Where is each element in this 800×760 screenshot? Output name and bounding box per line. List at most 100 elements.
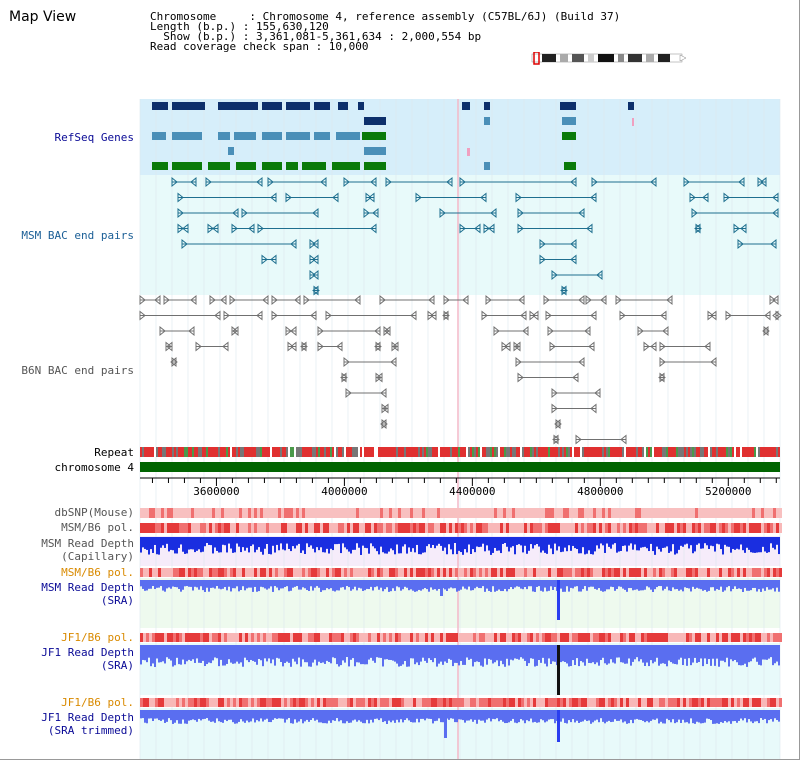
jf1-depth-sra-bar	[192, 645, 194, 660]
msm-depth-cap-bar	[456, 537, 458, 555]
msm-pol-cell	[503, 523, 506, 533]
dbsnp-cell	[674, 508, 677, 518]
b6n-bac-end	[376, 372, 383, 383]
msm-depth-sra-bar	[462, 580, 464, 587]
dbsnp-cell	[332, 508, 335, 518]
track-label-msm-pol-2[interactable]: MSM/B6 pol.	[61, 566, 134, 579]
repeat-segment	[692, 447, 694, 457]
track-label-jf1-pol-1[interactable]: JF1/B6 pol.	[61, 631, 134, 644]
jf1-pol-cell	[464, 633, 467, 642]
jf1-depth-sra-bar	[244, 645, 246, 658]
track-label-refseq[interactable]: RefSeq Genes	[54, 131, 134, 144]
jf1-depth-trim-bar	[592, 710, 594, 723]
jf1-depth-sra-bar	[718, 645, 720, 667]
msm-pol2-cell	[236, 568, 239, 577]
jf1-pol-cell	[251, 633, 254, 642]
jf1-pol-cell	[284, 633, 287, 642]
track-label-repeat[interactable]: Repeat	[94, 446, 134, 459]
track-label-msm-pol-1[interactable]: MSM/B6 pol.	[61, 521, 134, 534]
dbsnp-cell	[371, 508, 374, 518]
jf1-depth-trim-bar	[760, 710, 762, 719]
jf1-pol-cell	[302, 633, 305, 642]
msm-pol-cell	[605, 523, 608, 533]
track-label-msm-depth-sra[interactable]: MSM Read Depth	[41, 581, 134, 594]
jf1-depth-trim-bar	[188, 710, 190, 721]
track-label-b6n-bac[interactable]: B6N BAC end pairs	[21, 364, 134, 377]
msm-pol-cell	[305, 523, 308, 533]
track-label-msm-depth-cap[interactable]: MSM Read Depth	[41, 537, 134, 550]
msm-depth-sra-bar	[770, 580, 772, 590]
msm-depth-sra-bar	[292, 580, 294, 588]
b6n-bac-end	[543, 294, 550, 306]
msm-depth-sra-bar	[390, 580, 392, 592]
jf1-depth-sra-bar	[698, 645, 700, 663]
msm-depth-cap-bar	[678, 537, 680, 550]
msm-depth-cap-bar	[570, 537, 572, 551]
jf1-depth-sra-bar	[228, 645, 230, 660]
jf1-pol2-cell	[221, 698, 224, 707]
msm-depth-cap-bar	[540, 537, 542, 553]
track-label-jf1-depth-trim-sub: (SRA trimmed)	[47, 724, 134, 737]
msm-depth-cap-bar	[586, 537, 588, 554]
track-label-jf1-pol-2[interactable]: JF1/B6 pol.	[61, 696, 134, 709]
msm-bac-end	[650, 176, 657, 188]
msm-pol-cell	[401, 523, 404, 533]
msm-depth-sra-bar	[254, 580, 256, 587]
jf1-depth-sra-bar	[616, 645, 618, 658]
track-label-chromosome[interactable]: chromosome 4	[54, 461, 134, 474]
msm-depth-cap-bar	[380, 537, 382, 547]
msm-depth-cap-bar	[634, 537, 636, 545]
msm-depth-cap-bar	[650, 537, 652, 544]
jf1-pol2-cell	[602, 698, 605, 707]
msm-pol-cell	[332, 523, 335, 533]
repeat-segment	[256, 447, 258, 457]
msm-pol-cell	[335, 523, 338, 533]
chromosome-ideogram[interactable]	[528, 52, 688, 66]
repeat-segment	[322, 447, 324, 457]
track-label-dbsnp[interactable]: dbSNP(Mouse)	[54, 506, 134, 519]
dbsnp-cell	[176, 508, 179, 518]
msm-pol-cell	[764, 523, 767, 533]
track-label-jf1-depth-sra[interactable]: JF1 Read Depth	[41, 646, 134, 659]
msm-bac-end	[415, 192, 422, 203]
dbsnp-cell	[593, 508, 596, 518]
msm-pol2-cell	[530, 568, 533, 577]
repeat-segment	[560, 447, 562, 457]
jf1-pol2-cell	[449, 698, 452, 707]
jf1-pol-cell	[479, 633, 482, 642]
b6n-bac-end	[710, 356, 717, 368]
repeat-segment	[778, 447, 780, 457]
msm-depth-sra-bar	[480, 580, 482, 589]
jf1-depth-sra-bar	[756, 645, 758, 662]
jf1-depth-sra-bar	[557, 645, 560, 695]
msm-depth-sra-bar	[620, 580, 622, 587]
msm-pol2-cell	[206, 568, 209, 577]
msm-depth-cap-bar	[330, 537, 332, 549]
dbsnp-cell	[143, 508, 146, 518]
msm-depth-cap-bar	[142, 537, 144, 548]
jf1-pol-cell	[221, 633, 224, 642]
msm-depth-sra-bar	[628, 580, 630, 589]
msm-pol2-cell	[575, 568, 578, 577]
jf1-depth-sra-bar	[386, 645, 388, 660]
track-label-msm-bac[interactable]: MSM BAC end pairs	[21, 229, 134, 242]
dbsnp-cell	[686, 508, 689, 518]
jf1-depth-trim-bar	[344, 710, 346, 724]
jf1-depth-trim-bar	[282, 710, 284, 719]
msm-pol-cell	[524, 523, 527, 533]
track-label-jf1-depth-trim[interactable]: JF1 Read Depth	[41, 711, 134, 724]
jf1-depth-sra-bar	[704, 645, 706, 659]
msm-pol-cell	[251, 523, 254, 533]
jf1-pol2-cell	[350, 698, 353, 707]
repeat-segment	[406, 447, 408, 457]
msm-pol2-cell	[584, 568, 587, 577]
msm-bac-end	[490, 207, 497, 219]
msm-pol2-cell	[194, 568, 197, 577]
b6n-bac-end	[590, 310, 597, 321]
msm-pol2-cell	[581, 568, 584, 577]
dbsnp-cell	[407, 508, 410, 518]
dbsnp-cell	[533, 508, 536, 518]
dbsnp-cell	[194, 508, 197, 518]
axis-tick-label: 5200000	[705, 485, 751, 498]
